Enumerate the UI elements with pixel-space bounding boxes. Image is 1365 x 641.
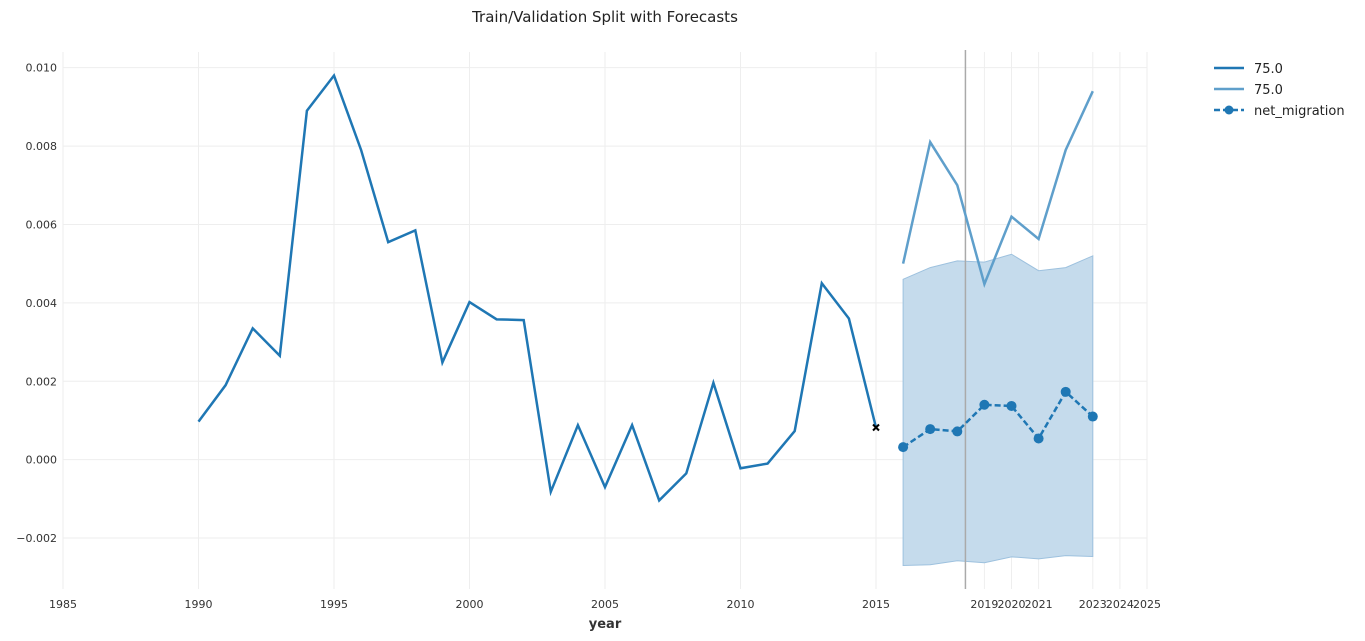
legend-label-train: 75.0 xyxy=(1254,62,1283,77)
x-tick-label: 2021 xyxy=(1025,598,1053,611)
y-tick-labels: −0.002 0.000 0.002 0.004 0.006 0.008 0.010 xyxy=(16,62,57,545)
legend-label-validation: 75.0 xyxy=(1254,83,1283,98)
chart-title: Train/Validation Split with Forecasts xyxy=(471,8,738,26)
forecast-point xyxy=(952,426,963,437)
forecast-points xyxy=(898,386,1098,453)
forecast-point xyxy=(898,442,909,453)
y-tick-label: 0.008 xyxy=(26,140,58,153)
train-end-marker xyxy=(872,423,880,432)
y-tick-label: 0.004 xyxy=(26,297,58,310)
forecast-point xyxy=(1087,411,1098,422)
legend-label-forecast: net_migration xyxy=(1254,104,1345,119)
train-series-line xyxy=(197,72,878,503)
x-tick-labels: 1985 1990 1995 2000 2005 2010 2015 2019 2020 2021… xyxy=(49,598,1161,611)
x-tick-label: 2024 xyxy=(1106,598,1134,611)
x-tick-label: 1985 xyxy=(49,598,77,611)
legend-marker-forecast xyxy=(1224,105,1234,115)
validation-series-line xyxy=(901,90,1094,288)
forecast-point xyxy=(1006,400,1017,411)
x-tick-label: 2025 xyxy=(1133,598,1161,611)
forecast-point xyxy=(979,399,990,410)
y-tick-label: −0.002 xyxy=(16,532,57,545)
forecast-point xyxy=(925,424,936,435)
forecast-point xyxy=(1033,433,1044,444)
x-tick-label: 2023 xyxy=(1079,598,1107,611)
forecast-point xyxy=(1060,386,1071,397)
x-tick-label: 2015 xyxy=(862,598,890,611)
legend[interactable]: 75.0 75.0 net_migration xyxy=(1214,62,1345,119)
x-tick-label: 2019 xyxy=(970,598,998,611)
x-tick-label: 2000 xyxy=(456,598,484,611)
x-tick-label: 2010 xyxy=(727,598,755,611)
train-end-marker-stroke xyxy=(872,423,880,432)
x-tick-label: 1990 xyxy=(185,598,213,611)
x-tick-label: 2005 xyxy=(591,598,619,611)
y-tick-label: 0.002 xyxy=(26,375,58,388)
x-axis-label: year xyxy=(589,617,622,632)
x-tick-label: 1995 xyxy=(320,598,348,611)
forecast-confidence-band xyxy=(902,253,1094,566)
y-tick-label: 0.006 xyxy=(26,218,58,231)
y-tick-label: 0.010 xyxy=(26,62,58,75)
x-tick-label: 2020 xyxy=(998,598,1026,611)
y-tick-label: 0.000 xyxy=(26,454,58,467)
